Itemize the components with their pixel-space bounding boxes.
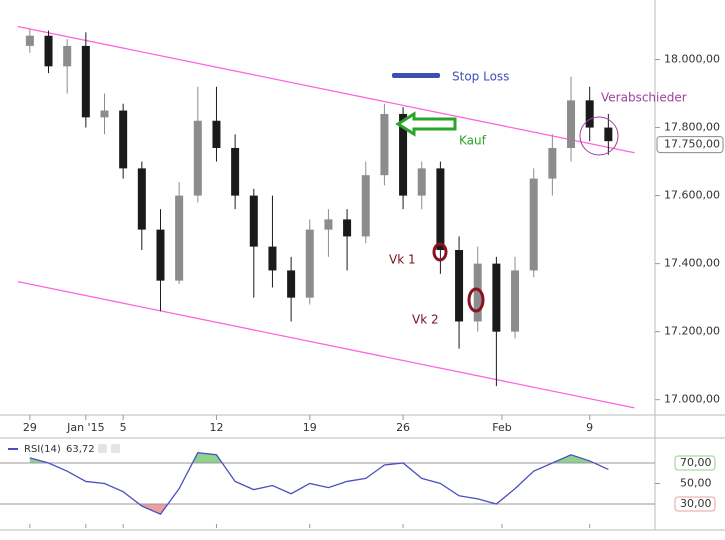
trend-line [17,25,635,154]
candle-body [193,120,202,196]
annotation: Vk 2 [412,313,439,327]
highlight-oval [467,287,485,313]
candle-body [324,219,333,230]
candle-body [137,168,146,230]
candle-body [343,219,352,237]
candle-body [63,45,72,67]
candle-body [567,100,576,148]
y-tick-label: 17.400,00 [664,257,720,270]
y-tick-label: 17.600,00 [664,189,720,202]
stop-loss-marker [392,73,440,78]
candle-body [492,263,501,332]
x-tick-label: Jan '15 [66,421,104,434]
y-tick-label: 17.800,00 [664,121,720,134]
level-box [674,455,716,471]
candle-body [604,127,613,142]
candle-body [212,120,221,148]
candle-body [231,147,240,196]
candle-body [175,195,184,281]
annotation: Stop Loss [452,70,509,84]
highlight-circle [579,116,619,156]
candle-body [548,147,557,179]
candle-body [100,110,109,118]
candle-body [417,168,426,196]
x-tick-label: 29 [23,421,37,434]
buy-arrow [395,111,457,137]
x-tick-label: 12 [209,421,223,434]
candle-body [361,175,370,237]
candle-body [268,246,277,271]
candle-body [399,113,408,196]
candle-body [156,229,165,281]
candle-body [436,168,445,251]
x-tick-label: 26 [396,421,410,434]
x-tick-label: 19 [303,421,317,434]
y-tick-label: 30,00 [680,497,712,510]
y-tick-label: 17.000,00 [664,393,720,406]
x-tick-label: 5 [120,421,127,434]
candle-body [25,35,34,46]
candle-body [380,113,389,176]
panel-button[interactable] [98,444,107,453]
last-price-box [656,136,724,154]
candle-body [511,270,520,332]
highlight-oval [432,242,448,262]
candle-body [529,178,538,271]
x-tick-label: Feb [492,421,511,434]
candle-body [455,250,464,322]
rsi-value: 63,72 [66,444,95,455]
candle-body [119,110,128,169]
candle-body [287,270,296,298]
annotation: Vk 1 [389,253,416,267]
annotation: Kauf [459,134,487,148]
trend-line [17,281,635,409]
last-price-label: 17.750,00 [664,138,720,151]
candle-body [473,263,482,322]
candle-body [44,35,53,67]
x-tick-label: 9 [586,421,593,434]
annotation: Verabschieder [601,91,687,105]
rsi-line [29,452,609,516]
candle-body [585,100,594,128]
panel-button[interactable] [111,444,120,453]
candle-body [305,229,314,298]
level-box [674,496,716,512]
y-tick-label: 18.000,00 [664,53,720,66]
y-tick-label: 17.200,00 [664,325,720,338]
y-tick-label: 50,00 [680,476,712,489]
candle-body [81,45,90,118]
candle-body [249,195,258,247]
rsi-title: RSI(14) [24,444,61,455]
y-tick-label: 70,00 [680,456,712,469]
